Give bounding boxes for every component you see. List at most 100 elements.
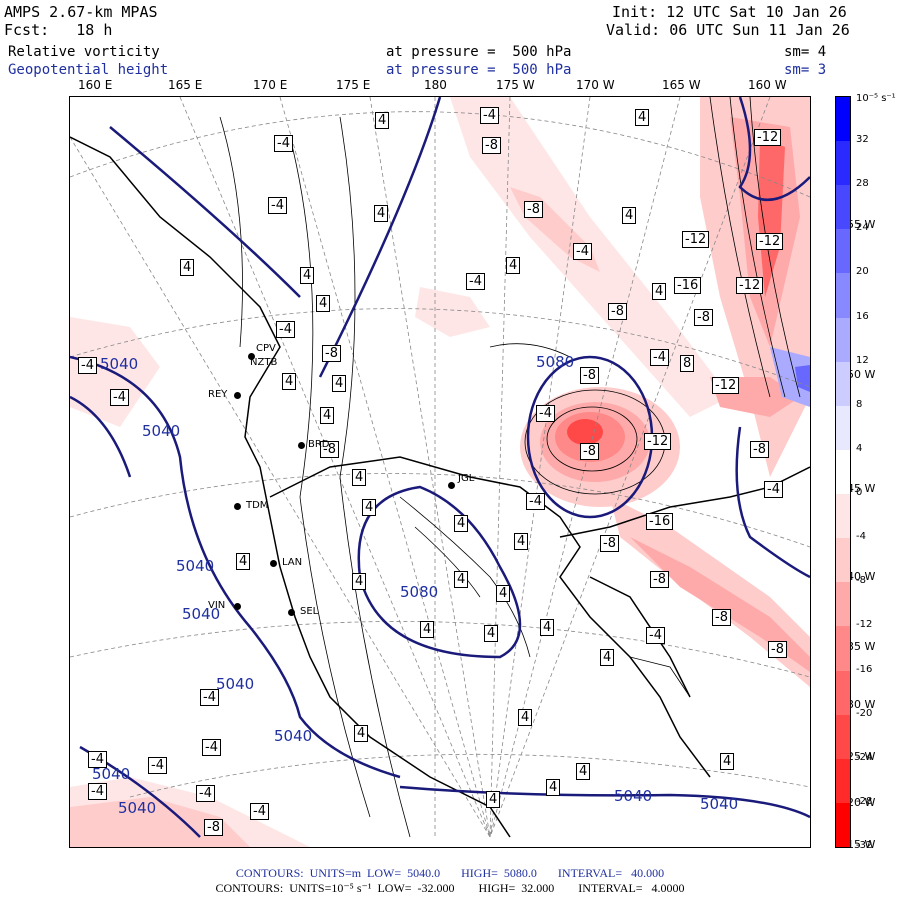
colorbar-label: -20 (856, 707, 873, 719)
colorbar-swatch (836, 758, 850, 803)
vorticity-label: 4 (546, 779, 561, 796)
station-marker (298, 442, 305, 449)
vorticity-label: -12 (756, 233, 784, 250)
vorticity-label: -4 (536, 405, 555, 422)
colorbar-label: -32 (856, 840, 873, 851)
lon-label: 160 W (748, 78, 787, 92)
colorbar-swatch (836, 97, 850, 142)
vorticity-label: 4 (362, 499, 377, 516)
colorbar-swatch (836, 185, 850, 230)
vorticity-label: -8 (322, 345, 341, 362)
station-label: LAN (282, 557, 303, 568)
vorticity-label: -4 (466, 273, 485, 290)
vorticity-label: 4 (236, 553, 251, 570)
colorbar-label: -12 (856, 619, 873, 631)
vorticity-label: -4 (250, 803, 269, 820)
valid-time: Valid: 06 UTC Sun 11 Jan 26 (606, 21, 850, 39)
station-marker (234, 392, 241, 399)
station-label: VIN (208, 600, 226, 611)
vorticity-label: 4 (514, 533, 529, 550)
colorbar-label: -4 (856, 531, 866, 543)
field1-level: at pressure = 500 hPa (386, 44, 572, 60)
vorticity-label: -12 (736, 277, 764, 294)
vorticity-label: -4 (650, 349, 669, 366)
vorticity-label: 4 (354, 725, 369, 742)
colorbar-swatch (836, 802, 850, 847)
vorticity-label: -4 (196, 785, 215, 802)
vorticity-label: -4 (88, 783, 107, 800)
vorticity-label: -4 (480, 107, 499, 124)
vorticity-label: 4 (320, 407, 335, 424)
colorbar-swatch (836, 714, 850, 759)
colorbar-label: 0 (856, 487, 863, 499)
height-label: 5040 (216, 675, 255, 693)
colorbar-label: 4 (856, 442, 863, 454)
lon-label: 175 E (336, 78, 371, 92)
colorbar-label: -28 (856, 795, 873, 807)
station-marker (248, 353, 255, 360)
map-panel: 5040 5040 5040 5040 5040 5040 5040 5040 … (69, 96, 811, 848)
colorbar-label: 8 (856, 398, 863, 410)
colorbar-label: 20 (856, 266, 869, 278)
init-time: Init: 12 UTC Sat 10 Jan 26 (612, 3, 847, 21)
colorbar-label: 28 (856, 178, 869, 190)
vorticity-label: 4 (352, 469, 367, 486)
vorticity-label: -4 (764, 481, 783, 498)
vorticity-label: -8 (768, 641, 787, 658)
height-label: 5040 (700, 795, 739, 813)
vorticity-label: -8 (750, 441, 769, 458)
model-title: AMPS 2.67-km MPAS (4, 3, 158, 21)
vorticity-label: -8 (580, 443, 599, 460)
vorticity-label: 4 (352, 573, 367, 590)
colorbar-unit: 10⁻⁵ s⁻¹ (856, 93, 896, 104)
vorticity-label: 4 (484, 625, 499, 642)
station-label: TDM (246, 500, 269, 511)
vorticity-label: 4 (454, 571, 469, 588)
vorticity-label: -4 (526, 493, 545, 510)
colorbar-label: 24 (856, 222, 869, 234)
field2-name: Geopotential height (8, 62, 169, 78)
vorticity-label: -4 (110, 389, 129, 406)
lon-label: 180 (424, 78, 447, 92)
colorbar-swatch (836, 494, 850, 539)
lon-label: 170 W (576, 78, 615, 92)
height-label: 5080 (536, 353, 575, 371)
station-marker (234, 603, 241, 610)
colorbar-label: -16 (856, 663, 873, 675)
vorticity-label: -8 (204, 819, 223, 836)
lon-label: 170 E (253, 78, 288, 92)
colorbar-swatch (836, 449, 850, 495)
vorticity-label: 4 (652, 283, 667, 300)
vorticity-label: 4 (635, 109, 650, 126)
height-label: 5040 (182, 605, 221, 623)
vorticity-label: 4 (180, 259, 195, 276)
colorbar-swatch (836, 229, 850, 274)
vorticity-label: -4 (78, 357, 97, 374)
lon-label: 165 E (168, 78, 203, 92)
vorticity-label: -8 (650, 571, 669, 588)
field1-smoothing: sm= 4 (784, 44, 827, 60)
station-label: BRD (308, 439, 330, 450)
height-label: 5040 (614, 787, 653, 805)
vorticity-label: 4 (576, 763, 591, 780)
station-marker (234, 503, 241, 510)
vorticity-label: 4 (622, 207, 637, 224)
station-marker (288, 609, 295, 616)
vorticity-label: 4 (506, 257, 521, 274)
vorticity-label: 4 (486, 791, 501, 808)
vorticity-label: -12 (712, 377, 740, 394)
vorticity-label: -12 (682, 231, 710, 248)
colorbar (835, 96, 851, 848)
colorbar-swatch (836, 626, 850, 671)
vorticity-contour-info: CONTOURS: UNITS=10⁻⁵ s⁻¹ LOW= -32.000 HI… (215, 881, 685, 895)
height-label: 5080 (400, 583, 439, 601)
station-label: REY (208, 389, 228, 400)
vorticity-label: -8 (712, 609, 731, 626)
vorticity-label: 4 (454, 515, 469, 532)
vorticity-label: -4 (268, 197, 287, 214)
vorticity-label: 4 (600, 649, 615, 666)
vorticity-label: -4 (200, 689, 219, 706)
station-marker (270, 560, 277, 567)
lon-label: 160 E (78, 78, 113, 92)
vorticity-label: 4 (720, 753, 735, 770)
